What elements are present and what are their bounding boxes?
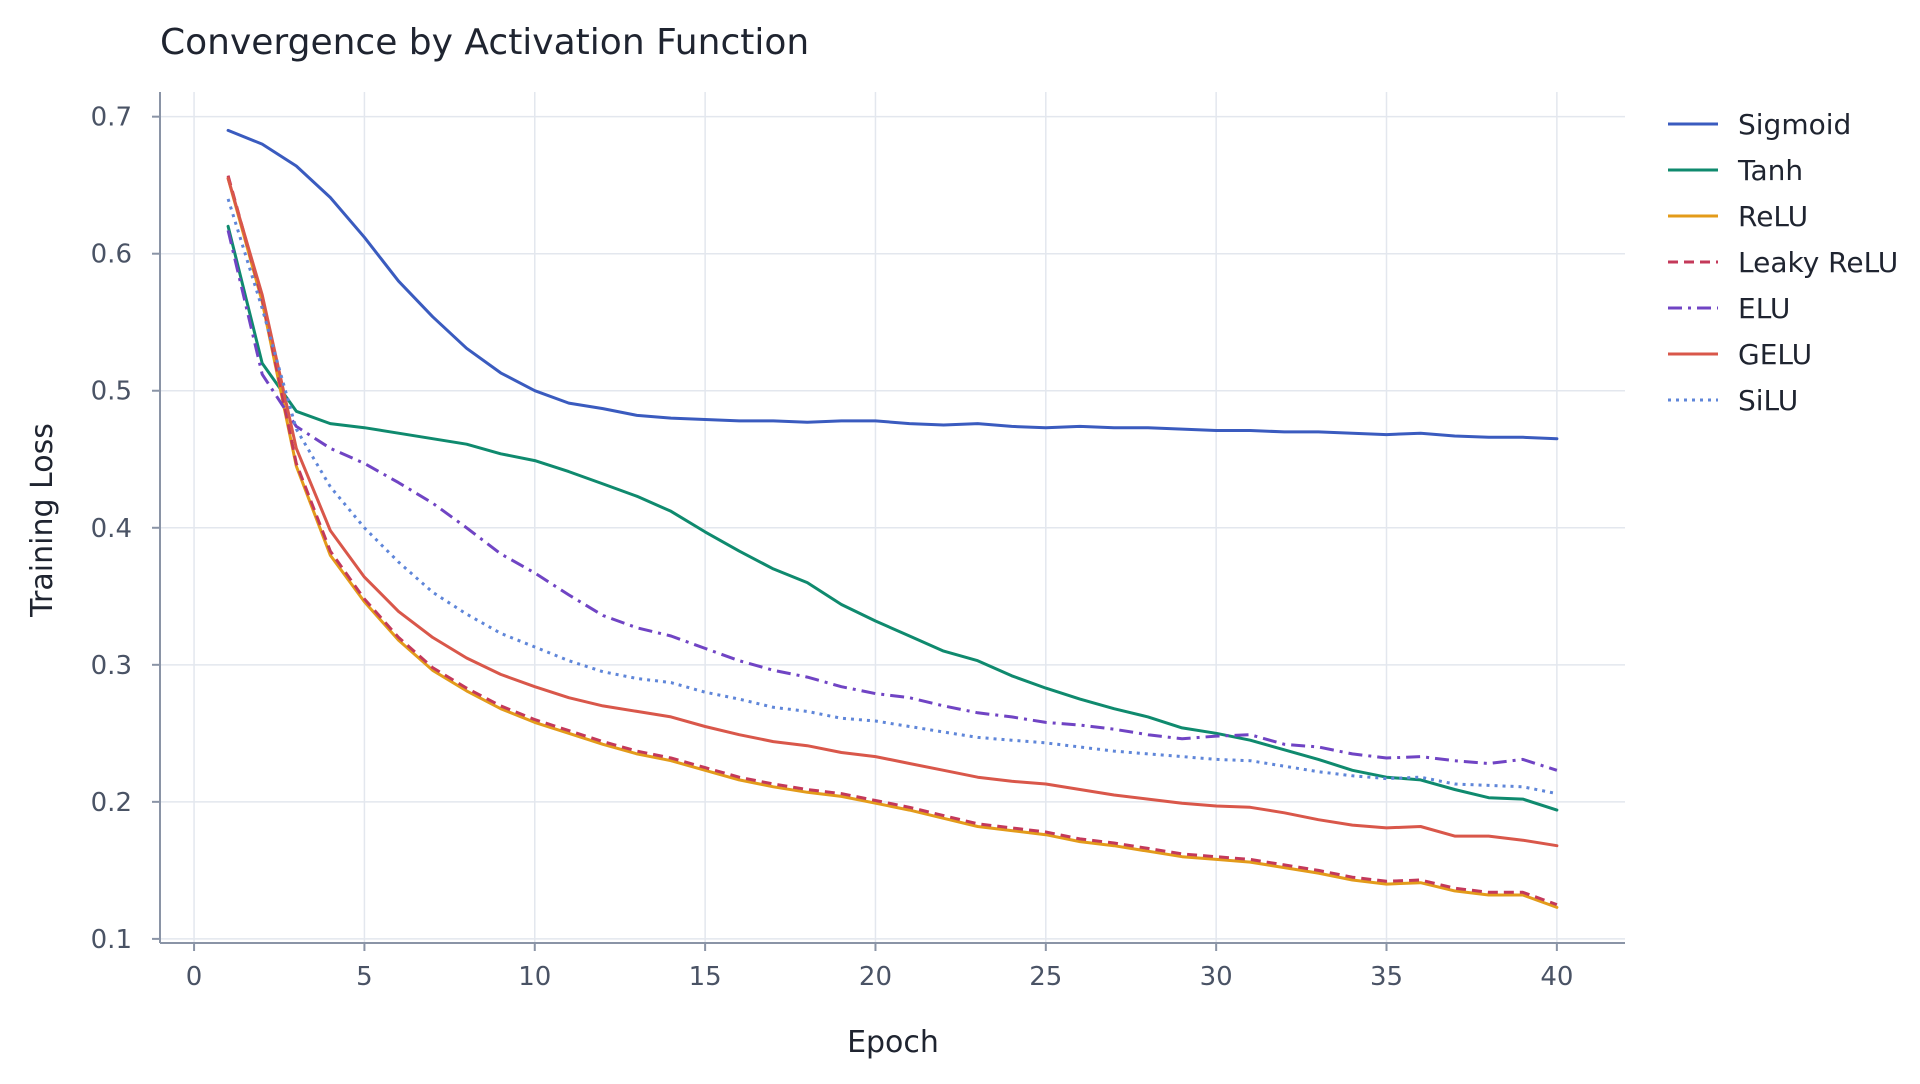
y-tick-label: 0.2 (91, 788, 132, 818)
legend-label: GELU (1738, 338, 1812, 371)
x-tick-label: 35 (1370, 962, 1403, 992)
legend-label: SiLU (1738, 384, 1798, 417)
y-tick-label: 0.5 (91, 377, 132, 407)
series-layer (226, 128, 1559, 909)
grid (160, 92, 1625, 943)
legend-label: Sigmoid (1738, 108, 1851, 141)
y-axis-ticks: 0.1 0.2 0.3 0.4 0.5 0.6 0.7 (91, 103, 160, 955)
series-line-sigmoid (226, 128, 1559, 441)
series-line-tanh (226, 224, 1559, 812)
legend-item-relu[interactable]: ReLU (1668, 200, 1808, 233)
legend-label: Tanh (1737, 154, 1803, 187)
legend-item-leaky-relu[interactable]: Leaky ReLU (1668, 246, 1898, 279)
legend-item-sigmoid[interactable]: Sigmoid (1668, 108, 1851, 141)
y-tick-label: 0.3 (91, 651, 132, 681)
x-tick-label: 25 (1029, 962, 1062, 992)
legend-item-elu[interactable]: ELU (1668, 292, 1790, 325)
legend-item-gelu[interactable]: GELU (1668, 338, 1812, 371)
legend-item-silu[interactable]: SiLU (1668, 384, 1798, 417)
legend[interactable]: Sigmoid Tanh ReLU Leaky ReLU ELU GELU SiLU (1668, 108, 1898, 417)
series-line-elu (226, 230, 1558, 772)
x-tick-label: 10 (518, 962, 551, 992)
x-tick-label: 5 (356, 962, 373, 992)
y-axis-label: Training Loss (25, 423, 60, 618)
series-line-silu (226, 198, 1558, 796)
y-tick-label: 0.4 (91, 514, 132, 544)
x-tick-label: 20 (859, 962, 892, 992)
legend-label: Leaky ReLU (1738, 246, 1898, 279)
series-line-leaky-relu (226, 175, 1558, 907)
series-line-gelu (226, 176, 1559, 848)
x-tick-label: 40 (1540, 962, 1573, 992)
y-tick-label: 0.7 (91, 103, 132, 133)
legend-label: ReLU (1738, 200, 1808, 233)
y-tick-label: 0.1 (91, 925, 132, 955)
axes (159, 92, 1625, 944)
x-tick-label: 0 (186, 962, 203, 992)
legend-item-tanh[interactable]: Tanh (1668, 154, 1803, 187)
series-line-relu (226, 176, 1559, 909)
y-tick-label: 0.6 (91, 240, 132, 270)
chart-title: Convergence by Activation Function (160, 22, 809, 63)
x-axis-label: Epoch (847, 1025, 939, 1060)
legend-label: ELU (1738, 292, 1790, 325)
x-tick-label: 30 (1200, 962, 1233, 992)
x-tick-label: 15 (689, 962, 722, 992)
x-axis-ticks: 0 5 10 15 20 25 30 35 40 (186, 943, 1573, 992)
